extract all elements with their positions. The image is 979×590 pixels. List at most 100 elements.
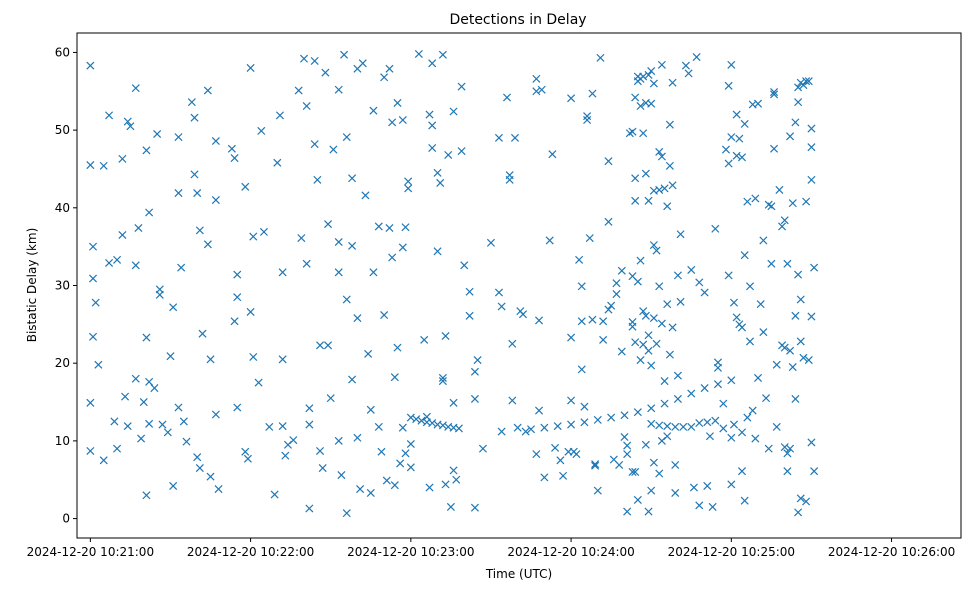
data-point xyxy=(334,237,343,247)
data-point xyxy=(551,443,560,452)
data-point xyxy=(711,224,720,233)
data-point xyxy=(745,337,755,346)
data-point xyxy=(131,374,140,383)
data-point xyxy=(649,458,658,467)
data-point xyxy=(695,278,704,287)
data-point xyxy=(203,86,212,95)
data-point xyxy=(206,472,215,481)
plot-frame xyxy=(76,32,962,539)
data-point xyxy=(118,154,127,163)
data-point xyxy=(113,444,122,453)
data-point xyxy=(770,90,779,99)
data-point xyxy=(532,450,541,459)
data-point xyxy=(647,67,656,76)
data-point xyxy=(754,99,763,108)
data-point xyxy=(401,449,410,458)
data-point xyxy=(532,87,541,96)
data-point xyxy=(508,396,517,405)
data-point xyxy=(366,405,375,414)
data-point xyxy=(665,161,674,170)
data-point xyxy=(786,444,795,453)
data-point xyxy=(230,154,239,163)
data-point xyxy=(179,417,188,426)
data-point xyxy=(313,175,322,184)
data-point xyxy=(644,331,653,340)
data-point xyxy=(230,317,239,326)
data-point xyxy=(644,507,653,516)
data-point xyxy=(631,338,640,347)
data-point xyxy=(676,297,685,306)
data-point xyxy=(631,467,640,476)
data-point xyxy=(628,467,637,476)
data-point xyxy=(249,232,258,241)
data-point xyxy=(556,456,565,465)
data-point xyxy=(321,68,330,77)
data-point xyxy=(612,290,621,299)
data-point xyxy=(628,317,637,327)
data-point xyxy=(663,422,672,431)
data-point xyxy=(438,50,447,59)
data-point xyxy=(727,480,736,489)
data-point xyxy=(796,337,805,346)
data-point xyxy=(497,302,506,311)
x-tick-label: 2024-12-20 10:21:00 xyxy=(27,545,154,559)
data-point xyxy=(513,423,522,432)
data-point xyxy=(599,335,608,344)
data-point xyxy=(649,79,658,88)
data-point xyxy=(433,168,442,177)
y-tick-label: 50 xyxy=(55,123,70,137)
data-point xyxy=(348,174,357,183)
data-point xyxy=(727,376,736,385)
data-point xyxy=(727,60,736,69)
data-point xyxy=(732,313,741,322)
data-point xyxy=(796,494,805,503)
data-point xyxy=(457,82,466,91)
series-1 xyxy=(86,49,819,518)
data-point xyxy=(278,422,287,431)
data-point xyxy=(668,323,677,332)
data-point xyxy=(807,143,816,152)
y-axis-label: Bistatic Delay (km) xyxy=(25,228,39,343)
data-point xyxy=(770,88,779,97)
data-point xyxy=(799,353,808,362)
data-point xyxy=(673,371,682,380)
data-point xyxy=(254,378,263,387)
data-point xyxy=(588,315,597,324)
data-point xyxy=(145,377,154,386)
data-point xyxy=(655,469,664,478)
data-point xyxy=(591,460,600,469)
data-point xyxy=(326,394,335,403)
data-point xyxy=(110,417,119,426)
data-point xyxy=(233,270,242,279)
data-point xyxy=(735,134,744,143)
data-point xyxy=(275,111,284,120)
data-point xyxy=(310,140,319,149)
data-point xyxy=(628,127,637,136)
data-point xyxy=(633,408,642,417)
data-point xyxy=(770,144,779,153)
data-point xyxy=(105,111,114,120)
data-point xyxy=(388,118,397,127)
data-point xyxy=(663,300,672,309)
data-point xyxy=(791,311,800,320)
data-point xyxy=(99,456,108,465)
data-point xyxy=(374,222,383,231)
data-point xyxy=(655,282,664,291)
data-point xyxy=(767,259,776,268)
data-point xyxy=(727,433,736,442)
data-point xyxy=(449,466,458,475)
x-tick-label: 2024-12-20 10:24:00 xyxy=(507,545,634,559)
data-point xyxy=(705,432,714,441)
data-point xyxy=(647,419,656,428)
data-point xyxy=(780,216,789,225)
data-point xyxy=(187,98,196,107)
data-point xyxy=(305,420,314,429)
data-point xyxy=(401,223,410,232)
data-point xyxy=(302,102,311,111)
data-point xyxy=(406,439,415,449)
data-point xyxy=(420,335,429,344)
data-point xyxy=(810,263,819,272)
data-point xyxy=(663,202,672,211)
data-point xyxy=(711,416,720,425)
data-point xyxy=(385,223,394,233)
